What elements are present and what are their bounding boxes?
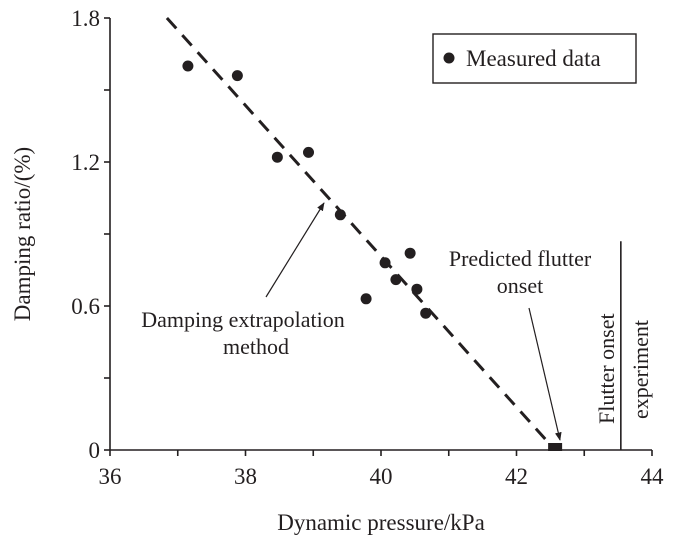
annotation-text: Flutter onset xyxy=(594,313,619,424)
data-point xyxy=(411,283,423,295)
data-point xyxy=(303,146,315,158)
legend: Measured data xyxy=(432,33,637,84)
x-tick-label: 36 xyxy=(99,464,122,489)
y-tick-label: 0 xyxy=(89,438,101,463)
legend-marker xyxy=(443,52,455,64)
annotation-arrow xyxy=(528,307,562,441)
x-tick-label: 38 xyxy=(234,464,257,489)
y-axis-label: Damping ratio/(%) xyxy=(10,147,35,321)
annotation-arrow xyxy=(265,202,325,298)
legend-box xyxy=(432,33,637,84)
annotation-predicted: Predicted flutter onset xyxy=(449,246,592,441)
extrapolation-line xyxy=(165,16,557,452)
data-point xyxy=(379,257,391,269)
data-point xyxy=(360,293,372,305)
data-point xyxy=(404,247,416,259)
x-axis-label: Dynamic pressure/kPa xyxy=(277,510,485,535)
tick-labels: 36 38 40 42 44 0 0.6 1.2 1.8 xyxy=(71,6,664,489)
data-point xyxy=(420,307,432,319)
y-tick-label: 1.2 xyxy=(71,150,100,175)
x-tick-label: 42 xyxy=(505,464,528,489)
y-tick-label: 0.6 xyxy=(71,294,100,319)
annotation-text: Damping extrapolation xyxy=(141,307,344,332)
legend-label: Measured data xyxy=(466,46,601,71)
annotation-text: onset xyxy=(497,273,543,298)
data-point xyxy=(271,151,283,163)
data-point xyxy=(182,60,194,72)
x-tick-label: 40 xyxy=(370,464,393,489)
y-tick-label: 1.8 xyxy=(71,6,100,31)
data-point xyxy=(334,209,346,221)
annotation-text: experiment xyxy=(628,320,653,419)
annotation-text: method xyxy=(223,334,289,359)
annotation-extrapolation: Damping extrapolation method xyxy=(141,202,345,359)
plot-marks xyxy=(165,16,622,452)
predicted-flutter-onset-marker xyxy=(548,443,563,451)
data-point xyxy=(390,274,402,286)
data-point xyxy=(231,70,243,82)
annotation-text: Predicted flutter xyxy=(449,246,592,271)
x-tick-label: 44 xyxy=(641,464,665,489)
annotation-experiment: Flutter onset experiment xyxy=(594,313,653,424)
